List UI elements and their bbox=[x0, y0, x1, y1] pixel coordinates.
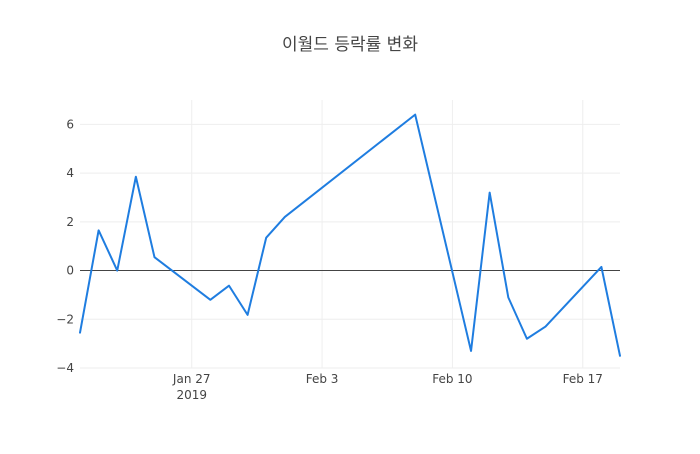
data-point[interactable] bbox=[543, 324, 549, 330]
data-point[interactable] bbox=[245, 312, 251, 318]
x-tick-label: Feb 17 bbox=[563, 372, 603, 386]
data-point[interactable] bbox=[282, 214, 288, 220]
data-point[interactable] bbox=[505, 294, 511, 300]
y-tick-label: 4 bbox=[66, 166, 74, 180]
y-tick-label: −4 bbox=[56, 361, 74, 375]
y-tick-label: −2 bbox=[56, 312, 74, 326]
chart-title: 이월드 등락률 변화 bbox=[282, 35, 418, 55]
data-point[interactable] bbox=[487, 190, 493, 196]
data-point[interactable] bbox=[468, 348, 474, 354]
series-line bbox=[79, 113, 621, 357]
y-tick-label: 2 bbox=[66, 215, 74, 229]
x-tick-label: Feb 3 bbox=[306, 372, 339, 386]
data-point[interactable] bbox=[151, 254, 157, 260]
x-tick-sublabel: 2019 bbox=[176, 388, 207, 402]
grid-lines bbox=[80, 100, 620, 369]
data-point[interactable] bbox=[114, 268, 120, 274]
data-point[interactable] bbox=[412, 112, 418, 118]
data-point[interactable] bbox=[77, 330, 83, 336]
x-tick-label: Jan 27 bbox=[172, 372, 211, 386]
data-point[interactable] bbox=[96, 227, 102, 233]
data-point[interactable] bbox=[617, 353, 623, 359]
data-point[interactable] bbox=[207, 297, 213, 303]
axis-labels: 6 4 2 0 −2 −4 Jan 27 2019 Feb 3 Feb 10 Feb 17 bbox=[56, 117, 603, 402]
series-layer bbox=[77, 112, 623, 359]
data-point[interactable] bbox=[226, 283, 232, 289]
data-point[interactable] bbox=[598, 264, 604, 270]
y-tick-label: 0 bbox=[66, 264, 74, 278]
data-point[interactable] bbox=[133, 174, 139, 180]
x-tick-label: Feb 10 bbox=[432, 372, 472, 386]
data-point[interactable] bbox=[263, 235, 269, 241]
y-tick-label: 6 bbox=[66, 117, 74, 131]
data-point[interactable] bbox=[524, 336, 530, 342]
